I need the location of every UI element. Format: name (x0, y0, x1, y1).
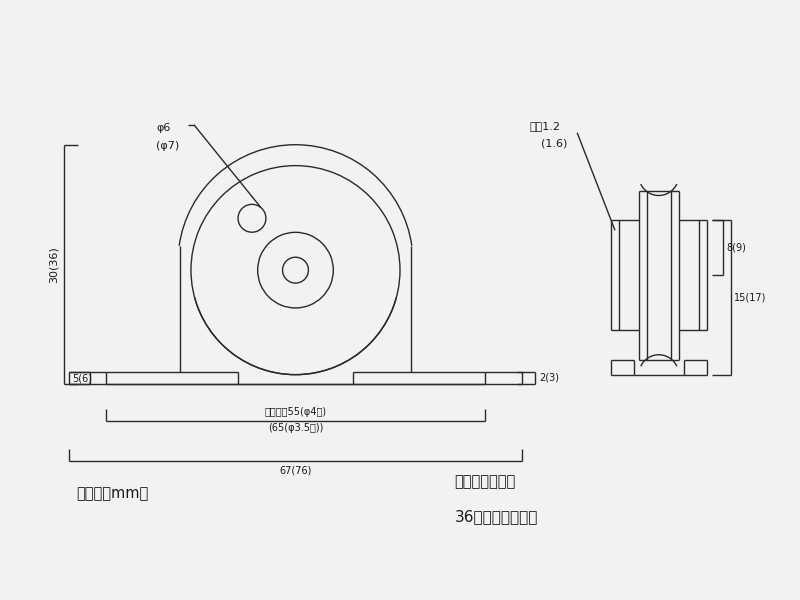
Text: (φ7): (φ7) (156, 140, 179, 151)
Text: 5(6): 5(6) (73, 374, 93, 383)
Text: 8(9): 8(9) (726, 243, 746, 253)
Text: 67(76): 67(76) (279, 465, 312, 475)
Text: 36ミリの寸法です: 36ミリの寸法です (454, 509, 538, 524)
Text: 2(3): 2(3) (539, 373, 559, 383)
Text: 板厚1.2: 板厚1.2 (530, 121, 560, 131)
Text: 30(36): 30(36) (49, 246, 58, 283)
Text: (65(φ3.5穴)): (65(φ3.5穴)) (268, 424, 323, 433)
Text: （単位：mm）: （単位：mm） (77, 487, 149, 502)
Text: 15(17): 15(17) (734, 293, 767, 302)
Text: （　）内は呼称: （ ）内は呼称 (454, 473, 516, 488)
Text: 穴ピッチ55(φ4穴): 穴ピッチ55(φ4穴) (265, 407, 326, 418)
Text: (1.6): (1.6) (542, 139, 568, 149)
Text: φ6: φ6 (156, 123, 170, 133)
